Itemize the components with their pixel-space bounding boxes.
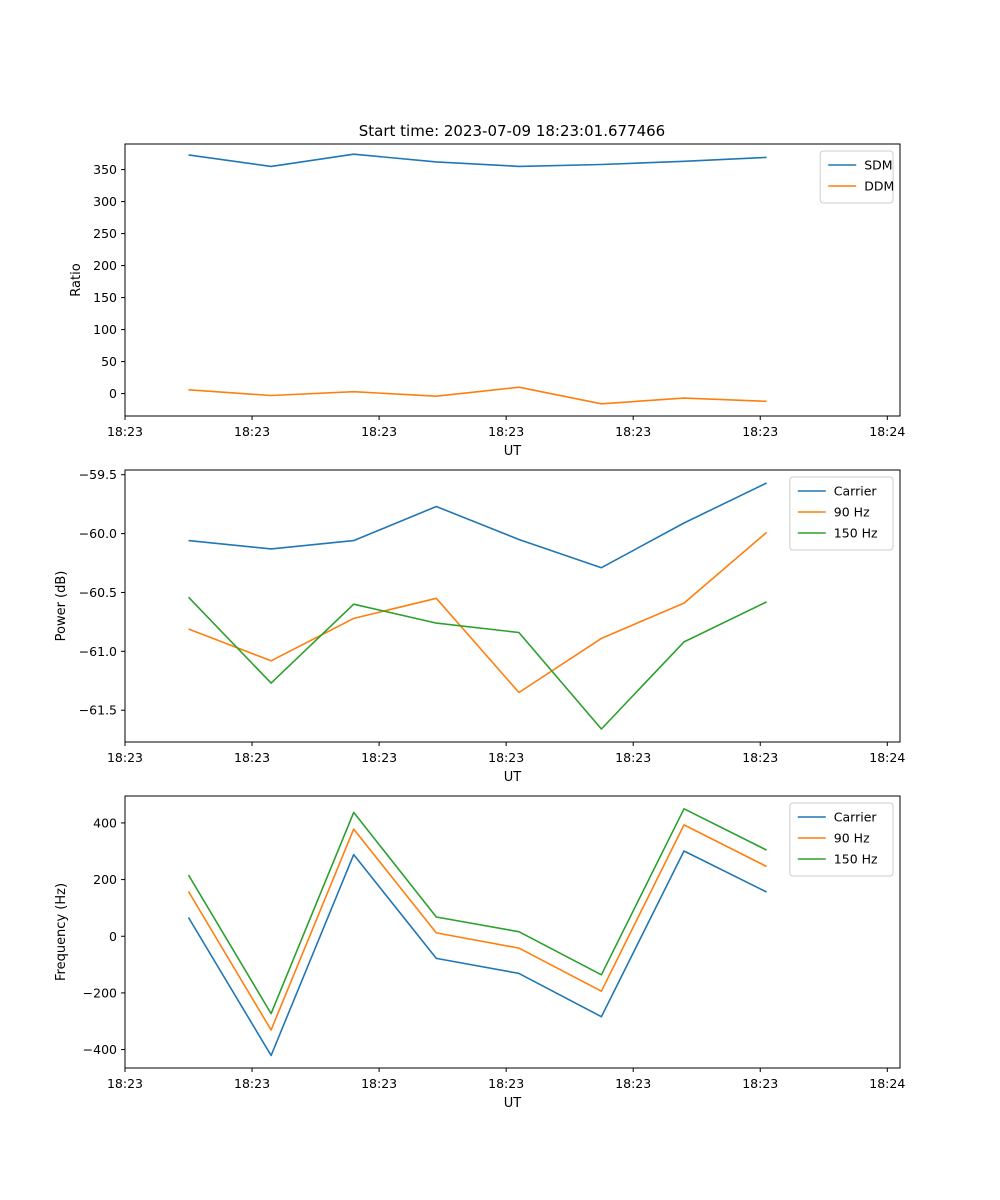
ratio-x-tick-label: 18:23 (615, 424, 651, 439)
frequency-y-tick-label: 0 (109, 929, 117, 944)
power-panel: 18:23 18:23 18:23 18:23 18:23 18:23 18:24 −61.5… (54, 467, 905, 785)
ratio-y-tick-label: 150 (93, 290, 117, 305)
frequency-y-tick-label: −400 (83, 1042, 117, 1057)
ratio-y-tick-label: 50 (101, 354, 117, 369)
power-legend (789, 476, 894, 551)
frequency-legend (789, 802, 894, 877)
frequency-x-tick-label: 18:23 (488, 1076, 524, 1091)
frequency-y-tick-label: 200 (93, 872, 117, 887)
frequency-y-tick-label: 400 (93, 815, 117, 830)
power-legend-label-90-hz: 90 Hz (834, 505, 870, 520)
power-x-tick-label: 18:23 (361, 750, 397, 765)
ratio-y-tick-label: 350 (93, 162, 117, 177)
power-x-tick-label: 18:23 (615, 750, 651, 765)
frequency-series-carrier (187, 850, 767, 1057)
ratio-y-tick-label: 100 (93, 322, 117, 337)
ratio-panel: 18:23 18:23 18:23 18:23 18:23 18:23 18:24 0 50 10… (69, 143, 905, 459)
frequency-series-150-hz (187, 807, 767, 1015)
power-axes-frame (124, 469, 901, 743)
ratio-x-axis-label: UT (504, 444, 522, 459)
power-y-tick-label: −61.0 (79, 644, 117, 659)
frequency-panel: 18:23 18:23 18:23 18:23 18:23 18:23 18:24 −400 −… (54, 795, 905, 1111)
ratio-y-tick-label: 200 (93, 258, 117, 273)
power-x-tick-label: 18:23 (107, 750, 143, 765)
frequency-legend-label-90-hz: 90 Hz (834, 831, 870, 846)
power-series-carrier (188, 482, 767, 569)
frequency-x-tick-label: 18:23 (361, 1076, 397, 1091)
ratio-series-ddm (188, 386, 767, 405)
frequency-x-tick-label: 18:23 (234, 1076, 270, 1091)
ratio-x-tick-label: 18:23 (361, 424, 397, 439)
power-x-tick-label: 18:23 (234, 750, 270, 765)
ratio-y-tick-label: 0 (109, 386, 117, 401)
ratio-axes-frame (124, 143, 901, 417)
frequency-x-tick-label: 18:23 (742, 1076, 778, 1091)
power-legend-label-150-hz: 150 Hz (834, 526, 878, 541)
frequency-y-tick-label: −200 (83, 985, 117, 1000)
ratio-x-tick-label: 18:23 (234, 424, 270, 439)
power-y-axis-label: Power (dB) (54, 571, 69, 642)
power-x-axis-label: UT (504, 770, 522, 785)
power-x-tick-label: 18:24 (869, 750, 905, 765)
power-x-tick-label: 18:23 (488, 750, 524, 765)
frequency-x-tick-label: 18:23 (107, 1076, 143, 1091)
frequency-x-axis-label: UT (504, 1096, 522, 1111)
power-series-90-hz (188, 531, 768, 694)
power-y-tick-label: −59.5 (79, 467, 117, 482)
frequency-axes-frame (124, 795, 901, 1069)
figure-title: Start time: 2023-07-09 18:23:01.677466 (359, 122, 665, 140)
power-series-150-hz (187, 596, 767, 730)
frequency-x-tick-label: 18:24 (869, 1076, 905, 1091)
ratio-x-tick-label: 18:23 (488, 424, 524, 439)
ratio-y-tick-label: 250 (93, 226, 117, 241)
power-x-tick-label: 18:23 (742, 750, 778, 765)
ratio-legend (819, 150, 894, 204)
frequency-legend-label-carrier: Carrier (834, 810, 878, 825)
ratio-series-sdm (188, 153, 767, 168)
frequency-series-90-hz (187, 824, 767, 1031)
frequency-y-axis-label: Frequency (Hz) (54, 883, 69, 981)
ratio-y-tick-label: 300 (93, 194, 117, 209)
power-y-tick-label: −60.0 (79, 526, 117, 541)
power-y-tick-label: −60.5 (79, 585, 117, 600)
ratio-x-tick-label: 18:23 (107, 424, 143, 439)
frequency-legend-label-150-hz: 150 Hz (834, 852, 878, 867)
ratio-y-axis-label: Ratio (69, 263, 84, 296)
ratio-legend-label-ddm: DDM (864, 179, 894, 194)
power-y-tick-label: −61.5 (79, 703, 117, 718)
power-legend-label-carrier: Carrier (834, 484, 878, 499)
ratio-legend-label-sdm: SDM (864, 158, 892, 173)
frequency-x-tick-label: 18:23 (615, 1076, 651, 1091)
ratio-x-tick-label: 18:23 (742, 424, 778, 439)
ratio-x-tick-label: 18:24 (869, 424, 905, 439)
